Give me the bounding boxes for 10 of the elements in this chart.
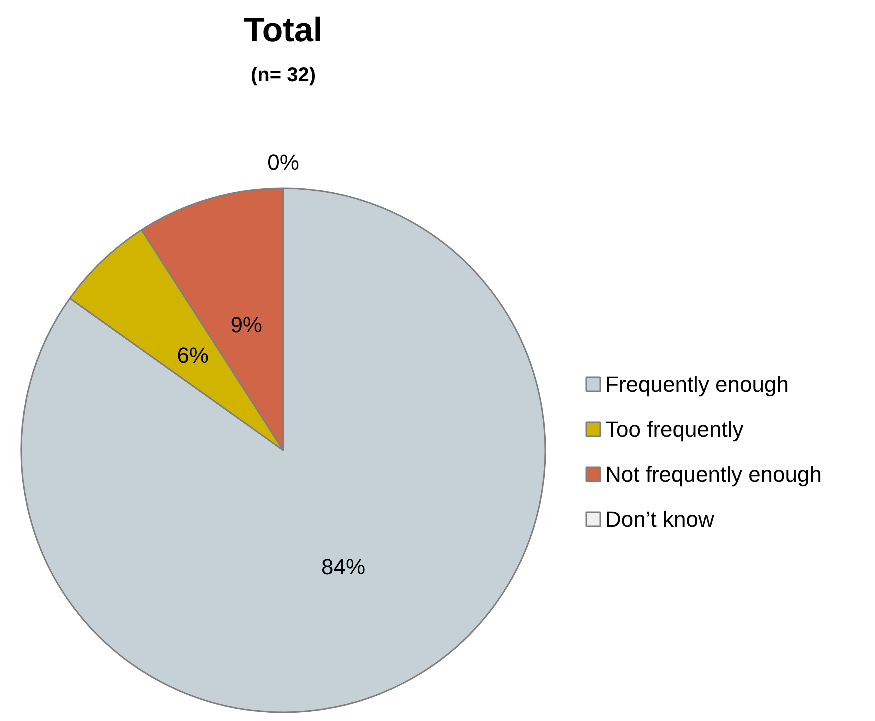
text: 0% — [268, 150, 300, 175]
data-label: 6% — [177, 343, 209, 368]
legend-label: Frequently enough — [606, 372, 789, 397]
data-label: 9% — [230, 312, 262, 338]
chart-subtitle: (n= 32) — [250, 64, 316, 86]
chart-title: Total — [244, 12, 323, 50]
legend-label: Don’t know — [606, 507, 714, 532]
data-label: 84% — [322, 554, 366, 580]
legend-label: Not frequently enough — [606, 462, 822, 487]
legend-label: Too frequently — [606, 417, 744, 442]
